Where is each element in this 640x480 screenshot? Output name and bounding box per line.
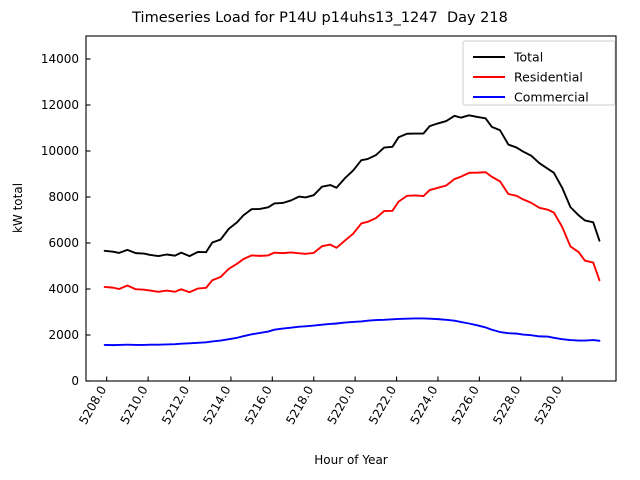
chart-title: Timeseries Load for P14U p14uhs13_1247 D… xyxy=(132,10,508,26)
series-line-residential xyxy=(103,171,601,294)
series-line-commercial xyxy=(103,317,601,347)
x-tick-label: 5228.0 xyxy=(490,384,523,427)
y-tick-label: 10000 xyxy=(41,144,79,158)
x-tick-group: 5208.0 5210.0 5212.0 5214.0 5216.0 5218.0 5220… xyxy=(76,376,565,427)
x-tick-label: 5226.0 xyxy=(449,384,482,427)
legend-label-total: Total xyxy=(513,50,543,65)
x-axis-label: Hour of Year xyxy=(314,453,388,467)
x-tick-label: 5220.0 xyxy=(325,384,358,427)
legend-label-residential: Residential xyxy=(514,70,583,85)
x-tick-label: 5216.0 xyxy=(242,384,275,427)
y-tick-label: 8000 xyxy=(48,190,79,204)
x-tick-label: 5230.0 xyxy=(532,384,565,427)
x-tick-label: 5218.0 xyxy=(283,384,316,427)
y-tick-group: 0 2000 4000 6000 8000 10000 12000 14000 xyxy=(41,52,91,388)
y-tick-label: 12000 xyxy=(41,98,79,112)
x-tick-label: 5212.0 xyxy=(159,384,192,427)
x-tick-label: 5210.0 xyxy=(118,384,151,427)
y-tick-label: 14000 xyxy=(41,52,79,66)
x-tick-label: 5222.0 xyxy=(366,384,399,427)
series-line-total xyxy=(103,114,601,258)
series-group xyxy=(103,114,601,347)
legend-label-commercial: Commercial xyxy=(514,90,589,105)
x-tick-label: 5214.0 xyxy=(200,384,233,427)
chart-legend: Total Residential Commercial xyxy=(462,40,616,106)
x-tick-label: 5224.0 xyxy=(407,384,440,427)
y-axis-label: kW total xyxy=(11,183,25,233)
y-tick-label: 0 xyxy=(71,374,79,388)
y-tick-label: 2000 xyxy=(48,328,79,342)
y-tick-label: 4000 xyxy=(48,282,79,296)
plot-frame xyxy=(85,35,617,382)
y-tick-label: 6000 xyxy=(48,236,79,250)
x-tick-label: 5208.0 xyxy=(76,384,109,427)
